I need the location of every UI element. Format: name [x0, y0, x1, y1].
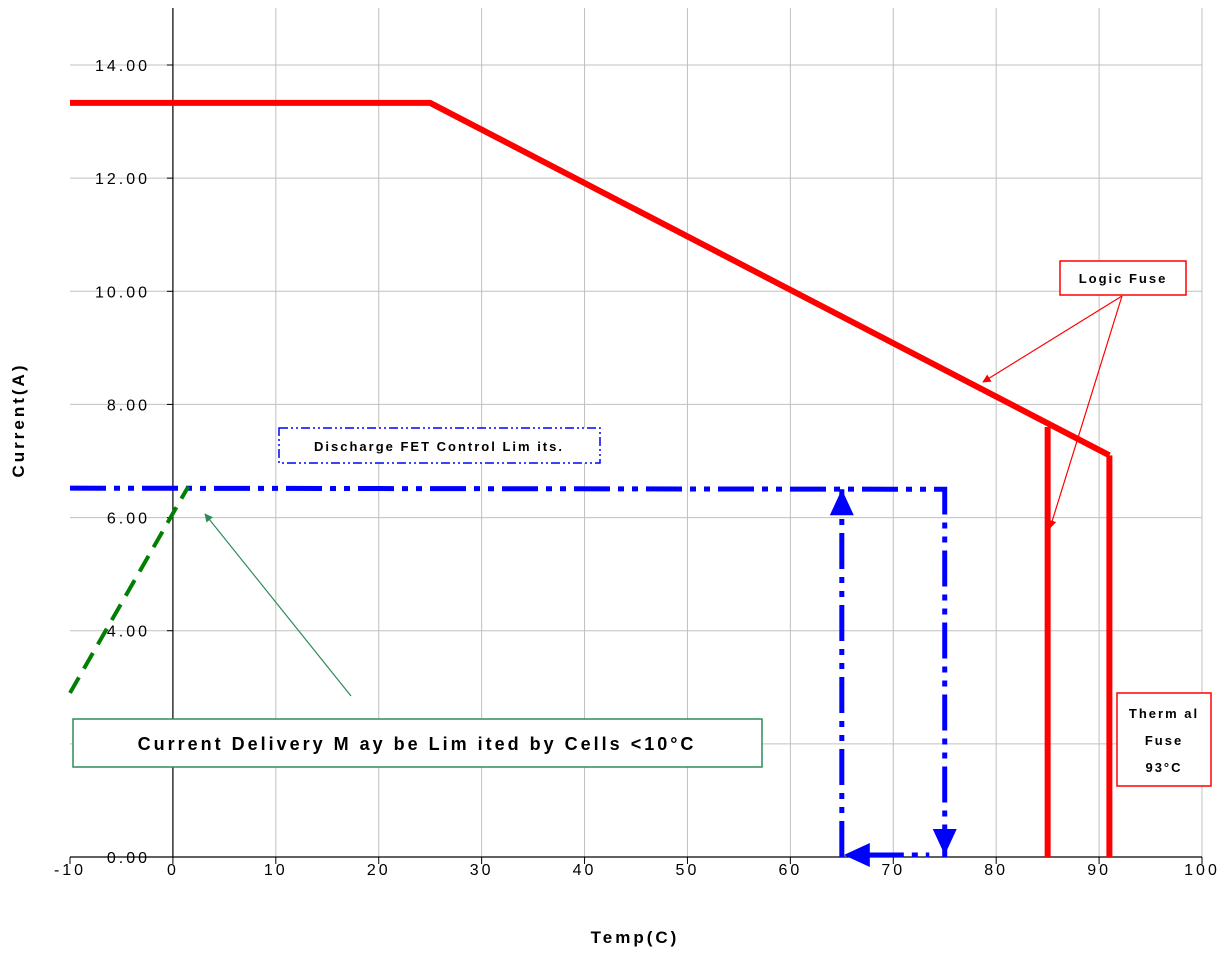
y-tick-label: 4.00 — [107, 624, 150, 641]
y-tick-label: 10.00 — [95, 284, 150, 301]
x-tick-label: 0 — [167, 862, 179, 879]
series-line-5 — [68, 485, 191, 694]
fet-arrow-down — [932, 829, 957, 855]
tick-labels: -10 0 10 20 30 40 50 60 70 80 90 100 0.00 4.00 6.00 8.0… — [54, 58, 1220, 879]
x-tick-label: 40 — [573, 862, 597, 879]
x-tick-label: -10 — [54, 862, 86, 879]
x-tick-label: 80 — [984, 862, 1008, 879]
x-tick-label: 50 — [676, 862, 700, 879]
discharge-fet-label: Discharge FET Control Lim its. — [314, 439, 564, 454]
thermal-fuse-label-3: 93°C — [1145, 760, 1182, 775]
y-tick-label: 8.00 — [107, 397, 150, 414]
x-tick-label: 10 — [264, 862, 288, 879]
fet-arrow-up — [829, 489, 854, 516]
discharge-fet-box — [278, 427, 601, 464]
series-line-3 — [69, 485, 948, 857]
x-tick-label: 60 — [778, 862, 802, 879]
y-tick-label: 0.00 — [107, 850, 150, 867]
discharge-fet-callout: Discharge FET Control Lim its. — [278, 427, 601, 464]
thermal-fuse-label-1: Therm al — [1129, 706, 1199, 721]
x-tick-label: 20 — [367, 862, 391, 879]
current-delivery-box — [72, 718, 763, 768]
y-tick-label: 12.00 — [95, 171, 150, 188]
logic-fuse-arrow-2 — [1048, 295, 1123, 529]
x-tick-label: 100 — [1184, 862, 1220, 879]
y-axis-title: Current(A) — [9, 363, 28, 478]
series-line-0 — [70, 99, 1111, 459]
current-delivery-label: Current Delivery M ay be Lim ited by Cel… — [138, 734, 697, 754]
thermal-fuse-label-2: Fuse — [1145, 733, 1183, 748]
current-delivery-callout: Current Delivery M ay be Lim ited by Cel… — [72, 513, 763, 768]
thermal-fuse-box — [1116, 692, 1212, 787]
x-tick-label: 70 — [881, 862, 905, 879]
logic-fuse-box — [1059, 260, 1187, 296]
y-tick-label: 14.00 — [95, 58, 150, 75]
series-group — [68, 99, 1113, 867]
x-tick-label: 30 — [470, 862, 494, 879]
logic-fuse-arrow-1 — [982, 295, 1123, 383]
thermal-fuse-callout: Therm al Fuse 93°C — [1116, 692, 1212, 787]
x-tick-label: 90 — [1087, 862, 1111, 879]
x-axis-title: Temp(C) — [591, 928, 680, 947]
current-delivery-arrow — [204, 513, 352, 697]
axes — [69, 8, 1203, 864]
fet-arrow-left — [843, 843, 870, 867]
logic-fuse-label: Logic Fuse — [1079, 271, 1168, 286]
y-tick-label: 6.00 — [107, 511, 150, 528]
logic-fuse-callout: Logic Fuse — [982, 260, 1187, 529]
